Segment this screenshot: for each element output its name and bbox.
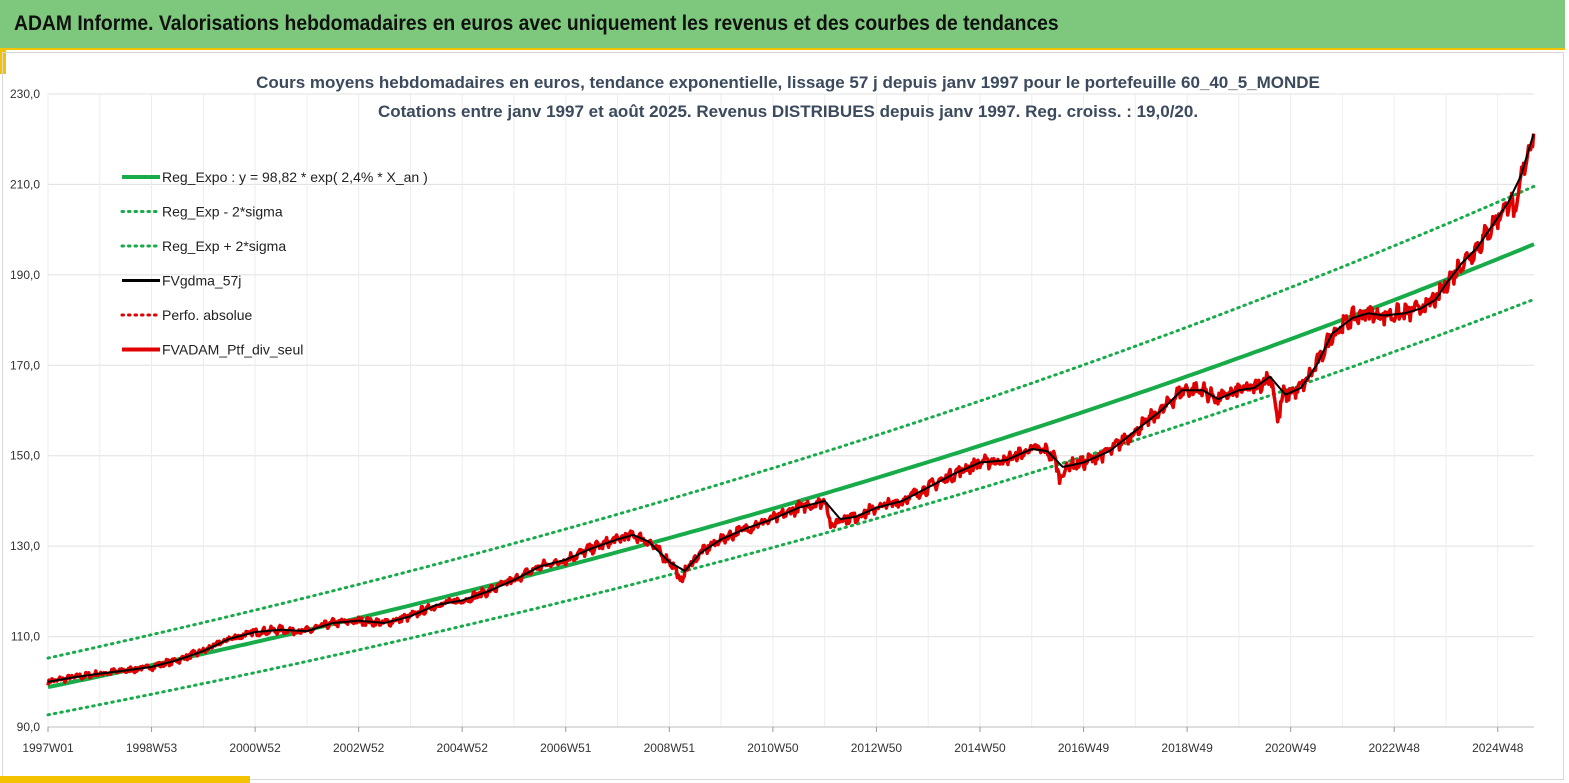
y-tick-label: 230,0 — [10, 87, 40, 101]
x-tick-label: 1997W01 — [22, 741, 74, 755]
x-tick-label: 2018W49 — [1161, 741, 1213, 755]
y-tick-label: 90,0 — [17, 720, 41, 734]
x-tick-label: 2002W52 — [333, 741, 385, 755]
y-tick-label: 170,0 — [10, 358, 40, 372]
chart-frame — [2, 52, 1564, 780]
x-tick-label: 2008W51 — [644, 741, 696, 755]
page-title: ADAM Informe. Valorisations hebdomadaire… — [14, 12, 1059, 35]
legend-label: Reg_Expo : y = 98,82 * exp( 2,4% * X_an … — [162, 169, 428, 185]
y-tick-label: 190,0 — [10, 268, 40, 282]
series-fvgdma-57j — [47, 133, 1535, 683]
x-tick-label: 2016W49 — [1058, 741, 1110, 755]
chart-title-line2: Cotations entre janv 1997 et août 2025. … — [378, 102, 1198, 121]
legend-label: FVADAM_Ptf_div_seul — [162, 342, 303, 358]
legend: Reg_Expo : y = 98,82 * exp( 2,4% * X_an … — [120, 169, 428, 358]
y-tick-label: 150,0 — [10, 449, 40, 463]
x-tick-label: 2014W50 — [954, 741, 1006, 755]
y-tick-label: 130,0 — [10, 539, 40, 553]
x-tick-label: 2022W48 — [1369, 741, 1421, 755]
y-tick-label: 110,0 — [11, 630, 40, 644]
x-axis-ticks: 1997W01 1998W53 2000W52 2002W52 2004W52 2006W… — [22, 727, 1524, 755]
x-tick-label: 2010W50 — [747, 741, 799, 755]
legend-label: Perfo. absolue — [162, 307, 252, 323]
legend-label: Reg_Exp - 2*sigma — [162, 204, 283, 220]
y-tick-label: 210,0 — [10, 177, 40, 191]
x-tick-label: 2006W51 — [540, 741, 592, 755]
x-tick-label: 2000W52 — [229, 741, 281, 755]
corner-accent — [0, 50, 6, 74]
series-reg-exp-plus-2sigma — [46, 184, 1536, 660]
bottom-accent — [0, 776, 250, 783]
x-tick-label: 2020W49 — [1265, 741, 1317, 755]
legend-label: Reg_Exp + 2*sigma — [162, 238, 286, 254]
x-tick-label: 2004W52 — [437, 741, 489, 755]
y-axis-ticks: 90,0 110,0 130,0 150,0 170,0 190,0 210,0 230,0 — [10, 87, 40, 734]
series-lines — [46, 133, 1536, 717]
grid — [47, 93, 1534, 728]
header-bar: ADAM Informe. Valorisations hebdomadaire… — [0, 0, 1565, 50]
series-reg-exp-minus-2sigma — [46, 297, 1536, 717]
x-tick-label: 2012W50 — [851, 741, 903, 755]
x-tick-label: 1998W53 — [126, 741, 178, 755]
x-tick-label: 2024W48 — [1472, 741, 1524, 755]
legend-label: FVgdma_57j — [162, 273, 241, 289]
chart-title-line1: Cours moyens hebdomadaires en euros, ten… — [256, 73, 1320, 92]
series-reg-expo — [47, 242, 1535, 690]
